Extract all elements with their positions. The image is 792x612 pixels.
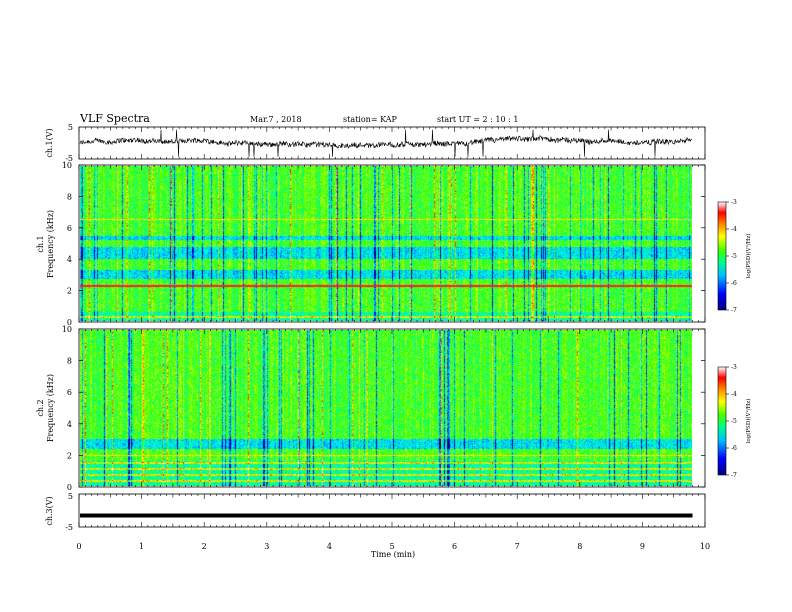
time-tick-label: 2: [202, 542, 207, 551]
ch1-spectrogram-ytick-label: 6: [67, 224, 72, 233]
time-tick-label: 7: [515, 542, 520, 551]
ch1-waveform-panel: 5 -5 ch.1(V): [45, 123, 706, 163]
ch2-spectrogram-ytick-label: 6: [67, 388, 72, 397]
ch1-colorbar-tick-label: -6: [731, 280, 737, 287]
time-tick-label: 0: [76, 542, 81, 551]
ch2-spectrogram-ytick-label: 10: [62, 325, 72, 334]
ch2-colorbar-tick-label: -6: [731, 445, 737, 452]
ch2-colorbar-tick-label: -4: [731, 391, 737, 398]
ch2-colorbar-label: log(PSD)(V²/Hz): [745, 399, 752, 444]
ch2-spectrogram-image: [80, 330, 692, 486]
ch2-spectrogram-panel: ch.2 Frequency (kHz) 0 2 4 6 8 10: [36, 325, 706, 492]
ch1-colorbar-tick-label: -3: [731, 199, 737, 206]
ch1-ytick-max: 5: [68, 123, 73, 132]
ch1-colorbar-label: log(PSD)(V²/Hz): [745, 234, 752, 279]
ch1-spectrogram-ytick-label: 0: [67, 318, 72, 327]
ch2-colorbar-gradient: [717, 366, 727, 476]
ch3-waveform-panel: 5 -5 ch.3(V): [45, 492, 706, 532]
date-label: Mar.7 , 2018: [250, 115, 302, 124]
ch1-spectrogram-ytick-label: 8: [67, 192, 72, 201]
ch2-spectrogram-yticks: 0 2 4 6 8 10: [62, 325, 705, 492]
ch1-colorbar-tick-label: -5: [731, 253, 737, 260]
time-tick-label: 6: [452, 542, 457, 551]
ch2-channel-label: ch.2: [36, 399, 45, 416]
ch1-ytick-min: -5: [65, 154, 73, 163]
ch2-frequency-ylabel: Frequency (kHz): [46, 374, 55, 442]
ch1-colorbar-tick-label: -7: [731, 307, 737, 314]
ch2-colorbar-ticks: -3 -4 -5 -6 -7: [726, 364, 737, 479]
ch1-waveform-frame: [78, 126, 706, 160]
ch1-colorbar: -3 -4 -5 -6 -7 log(PSD)(V²/Hz): [717, 199, 752, 314]
ch3-waveform-line: [80, 513, 693, 518]
ch1-waveform-line: [79, 129, 693, 157]
start-ut-label: start UT = 2 : 10 : 1: [437, 115, 518, 124]
time-tick-label: 8: [577, 542, 582, 551]
ch2-spectrogram-ytick-label: 8: [67, 357, 72, 366]
station-label: station= KAP: [343, 115, 398, 124]
time-axis-label: Time (min): [371, 550, 415, 559]
time-tick-label: 3: [264, 542, 269, 551]
ch3-waveform-frame: [78, 493, 706, 528]
time-tick-label: 4: [327, 542, 332, 551]
ch1-spectrogram-ytick-label: 4: [67, 255, 72, 264]
ch1-channel-label: ch.1: [36, 235, 45, 252]
ch3-ytick-min: -5: [65, 523, 73, 532]
ch1-frequency-ylabel: Frequency (kHz): [46, 210, 55, 278]
time-tick-label: 9: [640, 542, 645, 551]
time-axis-tick-labels: 0 1 2 3 4 5 6 7 8 9 10: [76, 542, 710, 551]
figure-title: VLF Spectra: [79, 112, 150, 125]
ch1-spectrogram-yticks: 0 2 4 6 8 10: [62, 161, 705, 327]
ch1-colorbar-tick-label: -4: [731, 226, 737, 233]
ch1-spectrogram-ytick-label: 10: [62, 161, 72, 170]
ch2-colorbar-tick-label: -7: [731, 472, 737, 479]
ch1-colorbar-gradient: [717, 201, 727, 311]
ch1-spectrogram-panel: ch.1 Frequency (kHz) 0 2 4 6 8 10: [36, 161, 706, 327]
ch3-waveform-ylabel: ch.3(V): [45, 496, 54, 525]
ch2-colorbar: -3 -4 -5 -6 -7 log(PSD)(V²/Hz): [717, 364, 752, 479]
ch2-colorbar-tick-label: -3: [731, 364, 737, 371]
ch1-colorbar-ticks: -3 -4 -5 -6 -7: [726, 199, 737, 314]
ch1-spectrogram-image: [80, 166, 692, 321]
time-tick-label: 1: [139, 542, 144, 551]
ch2-spectrogram-ytick-label: 0: [67, 483, 72, 492]
ch3-ytick-max: 5: [68, 492, 73, 501]
ch1-spectrogram-ytick-label: 2: [67, 287, 72, 296]
ch2-spectrogram-ytick-label: 2: [67, 451, 72, 460]
time-tick-marks: [78, 127, 706, 527]
ch2-colorbar-tick-label: -5: [731, 418, 737, 425]
time-tick-label: 5: [389, 542, 394, 551]
time-tick-label: 10: [700, 542, 710, 551]
ch2-spectrogram-ytick-label: 4: [67, 420, 72, 429]
ch1-waveform-ylabel: ch.1(V): [45, 128, 54, 157]
